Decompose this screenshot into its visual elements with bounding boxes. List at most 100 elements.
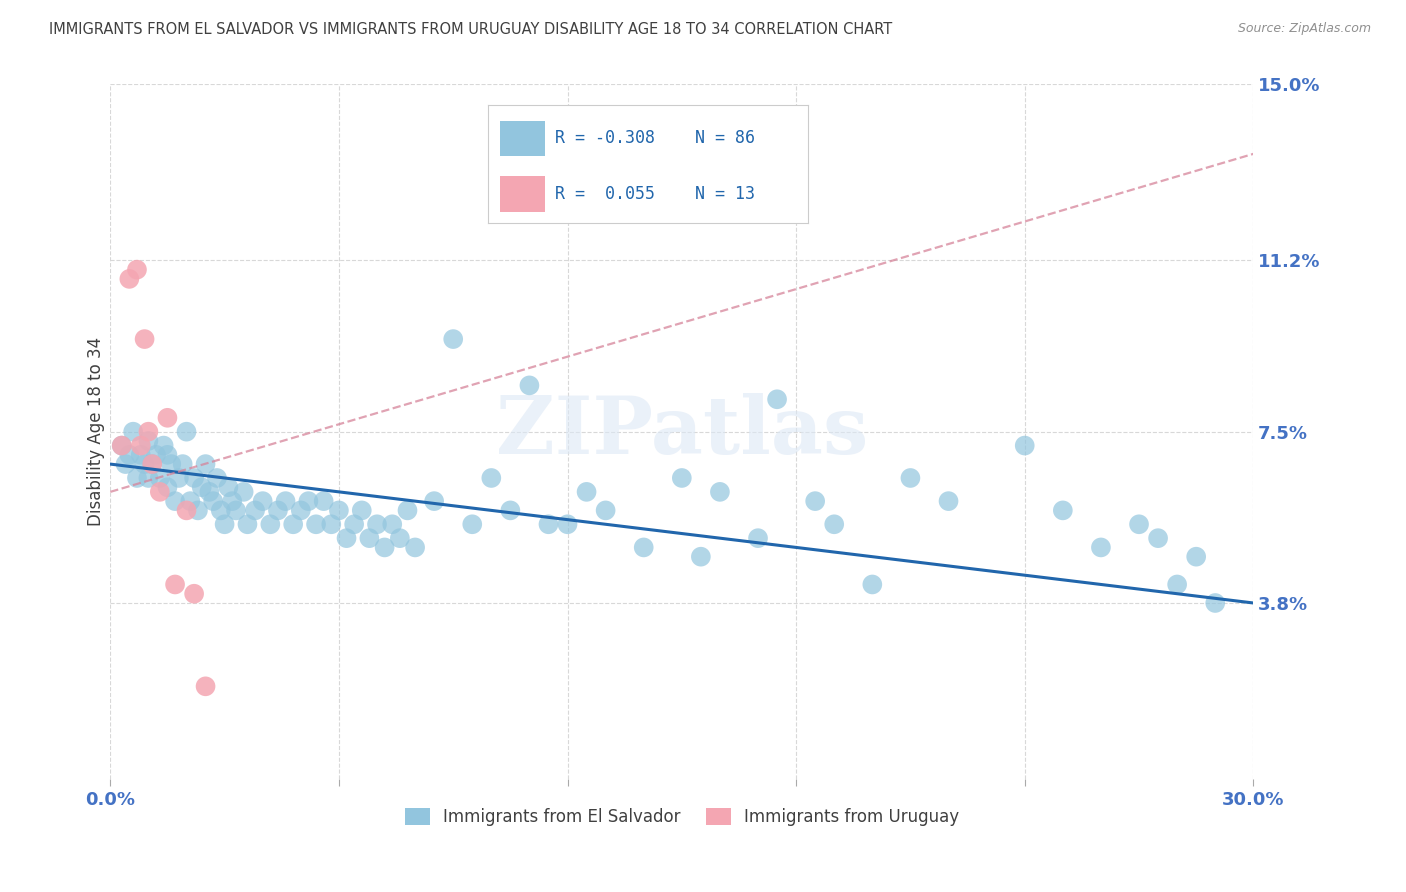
Point: [209, 503, 232, 517]
Point: [1052, 503, 1074, 517]
Point: [160, 457, 183, 471]
Point: [217, 480, 239, 494]
Point: [259, 517, 281, 532]
Point: [1204, 596, 1226, 610]
Point: [374, 541, 396, 555]
Point: [252, 494, 274, 508]
Text: ZIPatlas: ZIPatlas: [496, 392, 868, 471]
Point: [381, 517, 404, 532]
Point: [297, 494, 319, 508]
Point: [129, 448, 152, 462]
Point: [479, 471, 502, 485]
Point: [205, 471, 228, 485]
Point: [305, 517, 328, 532]
Point: [350, 503, 373, 517]
Point: [671, 471, 693, 485]
Point: [343, 517, 366, 532]
Text: IMMIGRANTS FROM EL SALVADOR VS IMMIGRANTS FROM URUGUAY DISABILITY AGE 18 TO 34 C: IMMIGRANTS FROM EL SALVADOR VS IMMIGRANT…: [49, 22, 893, 37]
Point: [187, 503, 209, 517]
Point: [423, 494, 446, 508]
Point: [156, 410, 179, 425]
Point: [165, 577, 187, 591]
Point: [141, 457, 163, 471]
Point: [1147, 531, 1170, 545]
Point: [145, 448, 167, 462]
Point: [595, 503, 617, 517]
Point: [359, 531, 381, 545]
Point: [138, 471, 160, 485]
Point: [396, 503, 419, 517]
Point: [267, 503, 290, 517]
Point: [176, 503, 198, 517]
Text: Source: ZipAtlas.com: Source: ZipAtlas.com: [1237, 22, 1371, 36]
Point: [766, 392, 789, 407]
Point: [1128, 517, 1150, 532]
Point: [165, 494, 187, 508]
Point: [149, 484, 172, 499]
Point: [900, 471, 922, 485]
Point: [114, 457, 136, 471]
Point: [441, 332, 464, 346]
Point: [194, 679, 217, 693]
Point: [118, 448, 141, 462]
Point: [860, 577, 883, 591]
Point: [328, 503, 350, 517]
Point: [689, 549, 711, 564]
Point: [111, 439, 134, 453]
Point: [1014, 439, 1036, 453]
Point: [118, 272, 141, 286]
Point: [290, 503, 312, 517]
Point: [134, 332, 156, 346]
Point: [111, 439, 134, 453]
Point: [176, 425, 198, 439]
Point: [366, 517, 388, 532]
Point: [404, 541, 426, 555]
Point: [274, 494, 297, 508]
Point: [232, 484, 254, 499]
Point: [747, 531, 769, 545]
Legend: Immigrants from El Salvador, Immigrants from Uruguay: Immigrants from El Salvador, Immigrants …: [398, 802, 966, 833]
Point: [122, 425, 145, 439]
Point: [312, 494, 335, 508]
Point: [1090, 541, 1112, 555]
Y-axis label: Disability Age 18 to 34: Disability Age 18 to 34: [87, 337, 104, 526]
Point: [138, 425, 160, 439]
Point: [335, 531, 357, 545]
Point: [190, 480, 212, 494]
Point: [1166, 577, 1188, 591]
Point: [156, 480, 179, 494]
Point: [183, 471, 205, 485]
Point: [236, 517, 259, 532]
Point: [156, 448, 179, 462]
Point: [202, 494, 225, 508]
Point: [167, 471, 190, 485]
Point: [125, 262, 148, 277]
Point: [243, 503, 266, 517]
Point: [633, 541, 655, 555]
Point: [129, 439, 152, 453]
Point: [575, 484, 598, 499]
Point: [938, 494, 960, 508]
Point: [221, 494, 243, 508]
Point: [461, 517, 484, 532]
Point: [183, 587, 205, 601]
Point: [388, 531, 411, 545]
Point: [709, 484, 731, 499]
Point: [134, 457, 156, 471]
Point: [194, 457, 217, 471]
Point: [172, 457, 194, 471]
Point: [152, 439, 174, 453]
Point: [225, 503, 247, 517]
Point: [138, 434, 160, 448]
Point: [141, 457, 163, 471]
Point: [125, 471, 148, 485]
Point: [519, 378, 541, 392]
Point: [804, 494, 827, 508]
Point: [283, 517, 305, 532]
Point: [499, 503, 522, 517]
Point: [198, 484, 221, 499]
Point: [179, 494, 201, 508]
Point: [214, 517, 236, 532]
Point: [557, 517, 579, 532]
Point: [149, 471, 172, 485]
